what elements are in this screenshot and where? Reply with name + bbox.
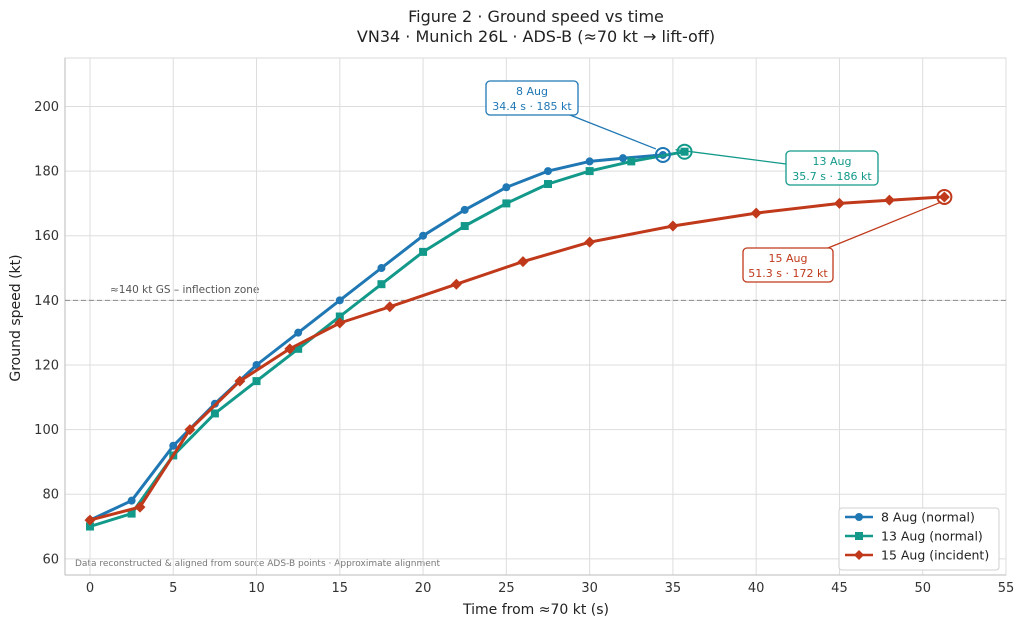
- y-tick-label: 120: [34, 358, 59, 373]
- data-point-8aug: [335, 296, 344, 305]
- data-point-8aug: [127, 496, 136, 505]
- annotation-value-13aug: 35.7 s · 186 kt: [792, 170, 872, 183]
- annotation-connector-8aug: [569, 114, 657, 150]
- y-axis-label: Ground speed (kt): [8, 254, 24, 381]
- data-point-15aug: [517, 256, 529, 268]
- annotation-connector-15aug: [827, 201, 942, 249]
- data-point-13aug: [377, 280, 386, 289]
- y-tick-label: 180: [34, 165, 59, 180]
- data-point-13aug: [252, 377, 261, 386]
- series-line-8aug: [88, 153, 665, 522]
- data-point-13aug: [680, 147, 689, 156]
- data-point-13aug: [127, 509, 136, 518]
- x-tick-label: 40: [748, 581, 765, 596]
- series-line-13aug: [88, 150, 687, 528]
- data-point-13aug: [294, 344, 303, 353]
- data-point-8aug: [377, 264, 386, 273]
- data-point-15aug: [284, 343, 296, 355]
- legend-label-8aug: 8 Aug (normal): [881, 510, 975, 525]
- y-tick-label: 160: [34, 229, 59, 244]
- y-tick-label: 80: [42, 488, 59, 503]
- x-tick-label: 35: [665, 581, 682, 596]
- annotation-connector-13aug: [675, 149, 787, 165]
- data-point-8aug: [419, 231, 428, 240]
- x-axis-label: Time from ≈70 kt (s): [462, 602, 609, 618]
- chart-subtitle: VN34 · Munich 26L · ADS-B (≈70 kt → lift…: [357, 27, 715, 46]
- x-tick-label: 45: [831, 581, 848, 596]
- data-point-8aug: [543, 167, 552, 176]
- data-point-13aug: [210, 409, 219, 418]
- x-tick-label: 50: [914, 581, 931, 596]
- y-tick-label: 60: [42, 552, 59, 567]
- data-point-15aug: [134, 501, 146, 513]
- reference-line-label: ≈140 kt GS – inflection zone: [110, 284, 259, 296]
- data-point-8aug: [252, 360, 261, 369]
- legend-item-15aug: 15 Aug (incident): [845, 548, 989, 563]
- data-point-15aug: [234, 375, 246, 387]
- plot-frame: [64, 57, 1007, 576]
- data-point-13aug: [502, 199, 511, 208]
- annotation-value-8aug: 34.4 s · 185 kt: [492, 100, 572, 113]
- x-tick-label: 25: [498, 581, 515, 596]
- legend-marker-13aug: [855, 532, 863, 540]
- y-tick-label: 140: [34, 294, 59, 309]
- data-point-13aug: [335, 312, 344, 321]
- data-point-15aug: [883, 194, 895, 206]
- data-point-15aug: [450, 278, 462, 290]
- data-point-13aug: [85, 522, 94, 531]
- legend-label-13aug: 13 Aug (normal): [881, 529, 983, 544]
- y-tick-label: 200: [34, 100, 59, 115]
- data-point-15aug: [667, 220, 679, 232]
- annotation-title-8aug: 8 Aug: [516, 85, 548, 98]
- endpoint-ring-8aug: [654, 146, 671, 163]
- annotation-box-15aug: [742, 247, 834, 283]
- annotation-title-15aug: 15 Aug: [769, 252, 808, 265]
- data-point-15aug: [584, 236, 596, 248]
- data-point-15aug: [938, 191, 950, 203]
- legend-label-15aug: 15 Aug (incident): [881, 548, 989, 563]
- data-point-8aug: [169, 441, 178, 450]
- data-point-8aug: [460, 205, 469, 214]
- annotation-box-13aug: [785, 150, 879, 186]
- x-tick-label: 15: [332, 581, 349, 596]
- x-tick-label: 30: [581, 581, 598, 596]
- data-point-13aug: [627, 157, 636, 166]
- endpoint-ring-15aug: [936, 188, 953, 205]
- data-point-8aug: [294, 328, 303, 337]
- data-point-13aug: [460, 222, 469, 231]
- legend-item-8aug: 8 Aug (normal): [845, 510, 975, 525]
- legend: 8 Aug (normal) 13 Aug (normal) 15 Aug (i…: [838, 507, 1000, 571]
- data-point-15aug: [750, 207, 762, 219]
- data-point-13aug: [585, 167, 594, 176]
- x-tick-label: 10: [248, 581, 265, 596]
- data-point-15aug: [833, 197, 845, 209]
- chart-title: Figure 2 · Ground speed vs time: [408, 7, 664, 26]
- footnote: Data reconstructed & aligned from source…: [75, 559, 441, 569]
- data-point-13aug: [419, 247, 428, 256]
- legend-marker-15aug: [854, 550, 864, 560]
- x-tick-label: 0: [86, 581, 94, 596]
- annotation-value-15aug: 51.3 s · 172 kt: [748, 267, 828, 280]
- data-point-15aug: [384, 301, 396, 313]
- legend-marker-8aug: [855, 513, 863, 521]
- x-tick-label: 5: [169, 581, 177, 596]
- annotation-box-8aug: [485, 80, 579, 116]
- x-tick-label: 55: [998, 581, 1015, 596]
- data-point-15aug: [84, 514, 96, 526]
- annotation-title-13aug: 13 Aug: [813, 155, 852, 168]
- data-point-8aug: [585, 157, 594, 166]
- y-tick-label: 100: [34, 423, 59, 438]
- data-point-13aug: [543, 180, 552, 189]
- data-point-8aug: [618, 154, 627, 163]
- legend-item-13aug: 13 Aug (normal): [845, 529, 983, 544]
- x-tick-label: 20: [415, 581, 432, 596]
- series-line-15aug: [88, 195, 946, 522]
- legend-box: [838, 507, 1000, 571]
- data-point-8aug: [502, 183, 511, 192]
- data-point-15aug: [334, 317, 346, 329]
- data-point-15aug: [184, 424, 196, 436]
